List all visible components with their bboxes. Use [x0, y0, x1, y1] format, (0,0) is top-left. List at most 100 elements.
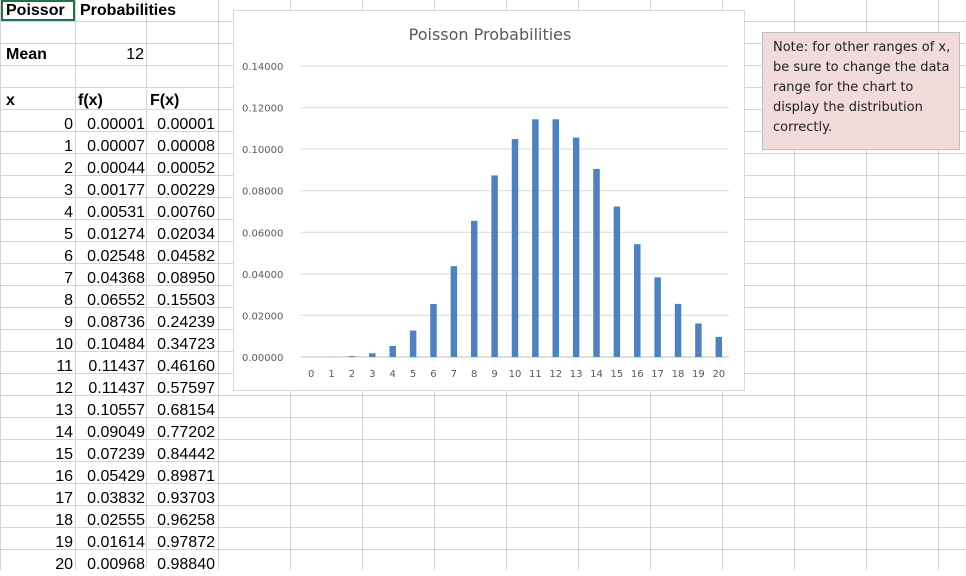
mean-label[interactable]: Mean	[6, 44, 47, 66]
cell-fx[interactable]: 0.10557	[75, 400, 145, 422]
note-box[interactable]: Note: for other ranges of x, be sure to …	[762, 32, 960, 150]
cell-cumulative-fx[interactable]: 0.00229	[146, 180, 215, 202]
y-tick-label: 0.10000	[242, 145, 283, 156]
x-tick-label: 20	[712, 369, 725, 380]
cell-fx[interactable]: 0.09049	[75, 422, 145, 444]
bar-x-19	[695, 323, 702, 357]
cell-cumulative-fx[interactable]: 0.46160	[146, 356, 215, 378]
cell-x[interactable]: 15	[0, 444, 73, 466]
cell-cumulative-fx[interactable]: 0.15503	[146, 290, 215, 312]
cell-fx[interactable]: 0.08736	[75, 312, 145, 334]
cell-x[interactable]: 2	[0, 158, 73, 180]
cell-cumulative-fx[interactable]: 0.96258	[146, 510, 215, 532]
x-tick-label: 15	[611, 369, 624, 380]
x-tick-label: 4	[390, 369, 396, 380]
x-tick-label: 16	[631, 369, 644, 380]
header-cumulative-fx[interactable]: F(x)	[150, 90, 179, 112]
cell-cumulative-fx[interactable]: 0.89871	[146, 466, 215, 488]
bar-x-13	[573, 138, 580, 357]
cell-cumulative-fx[interactable]: 0.68154	[146, 400, 215, 422]
cell-x[interactable]: 6	[0, 246, 73, 268]
x-tick-label: 11	[529, 369, 542, 380]
cell-fx[interactable]: 0.06552	[75, 290, 145, 312]
header-fx[interactable]: f(x)	[78, 90, 103, 112]
header-x[interactable]: x	[6, 90, 15, 112]
x-tick-label: 0	[308, 369, 314, 380]
cell-cumulative-fx[interactable]: 0.57597	[146, 378, 215, 400]
cell-cumulative-fx[interactable]: 0.04582	[146, 246, 215, 268]
x-tick-label: 14	[590, 369, 603, 380]
y-tick-label: 0.14000	[242, 62, 283, 73]
cell-x[interactable]: 10	[0, 334, 73, 356]
x-tick-label: 5	[410, 369, 416, 380]
cell-a1-title[interactable]: Poissor	[6, 0, 65, 22]
cell-fx[interactable]: 0.04368	[75, 268, 145, 290]
x-tick-label: 19	[692, 369, 705, 380]
cell-cumulative-fx[interactable]: 0.98840	[146, 554, 215, 576]
cell-x[interactable]: 18	[0, 510, 73, 532]
cell-cumulative-fx[interactable]: 0.00001	[146, 114, 215, 136]
cell-x[interactable]: 12	[0, 378, 73, 400]
cell-fx[interactable]: 0.01274	[75, 224, 145, 246]
cell-cumulative-fx[interactable]: 0.93703	[146, 488, 215, 510]
mean-value[interactable]: 12	[76, 44, 144, 66]
cell-cumulative-fx[interactable]: 0.77202	[146, 422, 215, 444]
cell-x[interactable]: 8	[0, 290, 73, 312]
cell-fx[interactable]: 0.02548	[75, 246, 145, 268]
cell-x[interactable]: 16	[0, 466, 73, 488]
cell-fx[interactable]: 0.00968	[75, 554, 145, 576]
cell-cumulative-fx[interactable]: 0.00052	[146, 158, 215, 180]
cell-fx[interactable]: 0.00001	[75, 114, 145, 136]
bar-x-5	[410, 331, 417, 357]
cell-x[interactable]: 19	[0, 532, 73, 554]
cell-x[interactable]: 11	[0, 356, 73, 378]
bar-x-14	[593, 169, 600, 357]
cell-cumulative-fx[interactable]: 0.00760	[146, 202, 215, 224]
cell-fx[interactable]: 0.05429	[75, 466, 145, 488]
cell-x[interactable]: 13	[0, 400, 73, 422]
cell-cumulative-fx[interactable]: 0.02034	[146, 224, 215, 246]
cell-fx[interactable]: 0.00007	[75, 136, 145, 158]
cell-x[interactable]: 4	[0, 202, 73, 224]
y-tick-label: 0.12000	[242, 104, 283, 115]
bar-x-16	[634, 244, 641, 357]
bar-x-18	[675, 304, 682, 357]
cell-x[interactable]: 3	[0, 180, 73, 202]
cell-fx[interactable]: 0.00044	[75, 158, 145, 180]
cell-b1-title[interactable]: Probabilities	[80, 0, 176, 22]
cell-x[interactable]: 17	[0, 488, 73, 510]
cell-fx[interactable]: 0.10484	[75, 334, 145, 356]
cell-x[interactable]: 9	[0, 312, 73, 334]
bar-x-6	[430, 304, 437, 357]
cell-cumulative-fx[interactable]: 0.00008	[146, 136, 215, 158]
cell-fx[interactable]: 0.11437	[75, 378, 145, 400]
x-tick-label: 6	[430, 369, 436, 380]
cell-x[interactable]: 20	[0, 554, 73, 576]
note-text: Note: for other ranges of x, be sure to …	[773, 40, 950, 135]
cell-fx[interactable]: 0.07239	[75, 444, 145, 466]
cell-fx[interactable]: 0.11437	[75, 356, 145, 378]
bar-x-20	[716, 337, 723, 357]
x-tick-label: 17	[651, 369, 664, 380]
x-tick-label: 13	[570, 369, 583, 380]
cell-cumulative-fx[interactable]: 0.97872	[146, 532, 215, 554]
cell-x[interactable]: 0	[0, 114, 73, 136]
cell-cumulative-fx[interactable]: 0.08950	[146, 268, 215, 290]
cell-cumulative-fx[interactable]: 0.24239	[146, 312, 215, 334]
cell-x[interactable]: 7	[0, 268, 73, 290]
x-tick-label: 10	[509, 369, 522, 380]
bar-x-3	[369, 353, 376, 357]
cell-fx[interactable]: 0.01614	[75, 532, 145, 554]
cell-fx[interactable]: 0.00531	[75, 202, 145, 224]
cell-x[interactable]: 5	[0, 224, 73, 246]
cell-fx[interactable]: 0.03832	[75, 488, 145, 510]
cell-cumulative-fx[interactable]: 0.34723	[146, 334, 215, 356]
cell-fx[interactable]: 0.02555	[75, 510, 145, 532]
bar-x-9	[491, 175, 498, 357]
cell-x[interactable]: 1	[0, 136, 73, 158]
cell-x[interactable]: 14	[0, 422, 73, 444]
cell-cumulative-fx[interactable]: 0.84442	[146, 444, 215, 466]
cell-fx[interactable]: 0.00177	[75, 180, 145, 202]
x-tick-label: 7	[451, 369, 457, 380]
